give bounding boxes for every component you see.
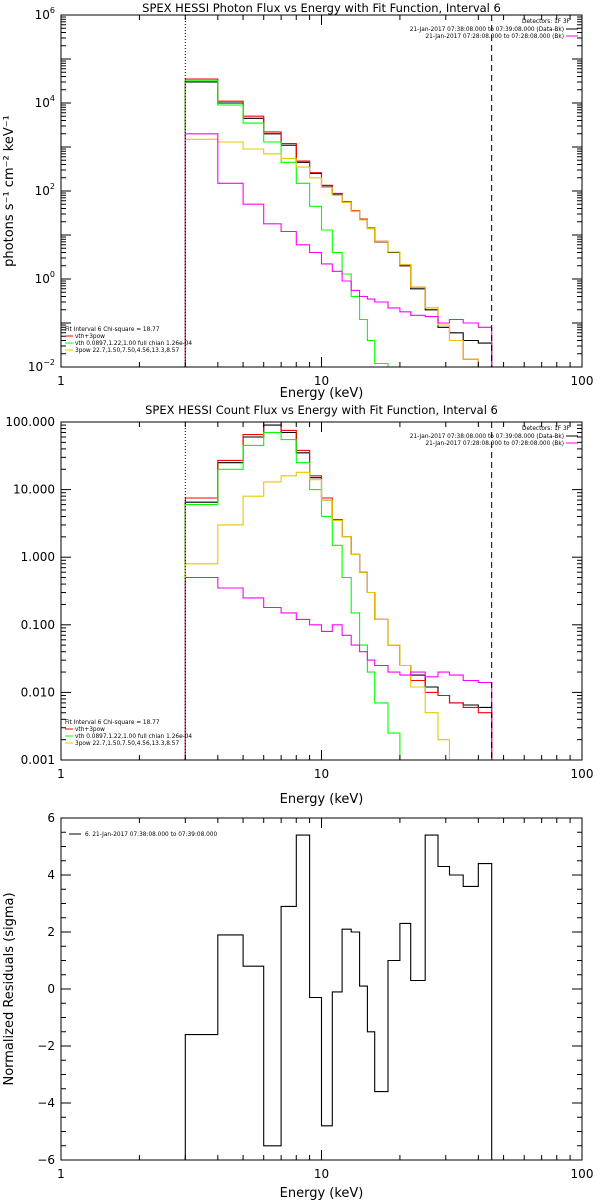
y-tick-exp: −2 (43, 358, 55, 367)
series-bpow-line (184, 138, 493, 367)
legend-entry: vth 0.0897,1.22,1.00 full chian 1.26e-04 (75, 341, 192, 347)
y-tick-label: 102 (35, 182, 55, 198)
y-tick-label: 10−2 (28, 358, 55, 374)
y-tick-label: 100 (35, 270, 55, 286)
y-tick-label: 100.000 (5, 415, 55, 429)
legend-entry: vth+3pow (75, 727, 105, 733)
y-tick-label: 0.010 (21, 685, 55, 699)
legend-entry: 21-Jan-2017 07:28:08.000 to 07:28:08.000… (425, 34, 564, 40)
x-tick-label: 100 (571, 374, 594, 388)
y-tick-base: 10 (28, 360, 43, 374)
legend-entry: 3pow 22.7,1.50,7.50,4.56,13.3,8.57 (75, 741, 179, 747)
y-tick-label: 1.000 (21, 550, 55, 564)
legend-header: Detectors: 1F 3F (522, 19, 570, 25)
legend-header: Fit Interval 6 Chi-square = 18.77 (65, 327, 160, 333)
y-tick-label: 106 (35, 6, 55, 22)
x-tick-label: 1 (57, 1167, 65, 1181)
y-tick-label: −6 (37, 1153, 55, 1167)
x-tick-label: 1 (57, 374, 65, 388)
y-tick-base: 10 (35, 96, 50, 110)
x-axis-label: Energy (keV) (280, 386, 364, 401)
series-bk-line (184, 133, 493, 367)
y-tick-label: 6 (47, 811, 55, 825)
plot-frame (60, 14, 583, 368)
x-tick-label: 10 (314, 1167, 329, 1181)
y-tick-label: 104 (35, 94, 55, 110)
series-total-line (184, 422, 493, 760)
legend-entry: 21-Jan-2017 07:38:08.000 to 07:39:08.000… (410, 434, 564, 440)
x-tick-label: 10 (314, 767, 329, 781)
panel-3: 1 10 100 −6 −4 −2 0 2 4 6 Energy (keV) Normalized R… (2, 811, 593, 1200)
legend-entry: vth+3pow (75, 334, 105, 340)
legend-header: Detectors: 1F 3F (522, 426, 570, 432)
series-total-line (184, 78, 493, 367)
series-vth-line (184, 80, 493, 367)
y-tick-base: 10 (35, 184, 50, 198)
y-tick-exp: 2 (50, 182, 55, 191)
series-data-line (184, 424, 493, 760)
y-tick-label: 0 (47, 982, 55, 996)
x-tick-label: 10 (314, 374, 329, 388)
y-tick-exp: 4 (50, 94, 55, 103)
series-data-line (184, 81, 493, 367)
y-tick-label: 10.000 (13, 483, 55, 497)
legend-entry: 6. 21-Jan-2017 07:38:08.000 to 07:39:08.… (85, 832, 217, 838)
x-axis-label: Energy (keV) (280, 792, 364, 807)
y-tick-label: 2 (47, 925, 55, 939)
x-tick-label: 1 (57, 767, 65, 781)
y-tick-label: 4 (47, 868, 55, 882)
y-tick-label: 0.001 (21, 753, 55, 767)
y-tick-label: 0.100 (21, 618, 55, 632)
chart-title: SPEX HESSI Count Flux vs Energy with Fit… (145, 403, 498, 417)
y-tick-label: −2 (37, 1039, 55, 1053)
series-bk-line (184, 576, 493, 760)
y-axis-label: Normalized Residuals (sigma) (2, 892, 17, 1085)
y-tick-exp: 6 (50, 6, 55, 15)
y-tick-base: 10 (35, 272, 50, 286)
legend-entry: vth 0.0897,1.22,1.00 full chian 1.26e-04 (75, 734, 192, 740)
x-tick-label: 100 (571, 767, 594, 781)
y-tick-label: −4 (37, 1096, 55, 1110)
series-resid-line (184, 834, 493, 1160)
series-bpow-line (184, 471, 493, 760)
panel-2: 1 10 100 0.001 0.010 0.100 1.000 10.000 100.000 S… (5, 403, 594, 807)
x-tick-label: 100 (571, 1167, 594, 1181)
plot-frame (60, 421, 583, 761)
x-axis-label: Energy (keV) (280, 1186, 364, 1200)
legend-header: Fit Interval 6 Chi-square = 18.77 (65, 720, 160, 726)
legend-entry: 21-Jan-2017 07:38:08.000 to 07:39:08.000… (410, 27, 564, 33)
legend-entry: 21-Jan-2017 07:28:08.000 to 07:28:08.000… (425, 441, 564, 447)
chart-title: SPEX HESSI Photon Flux vs Energy with Fi… (142, 1, 501, 15)
series-vth-line (184, 431, 493, 760)
legend-entry: 3pow 22.7,1.50,7.50,4.56,13.3,8.57 (75, 348, 179, 354)
y-tick-exp: 0 (50, 270, 55, 279)
y-tick-base: 10 (35, 8, 50, 22)
y-axis-label: photons s⁻¹ cm⁻² keV⁻¹ (2, 115, 17, 267)
